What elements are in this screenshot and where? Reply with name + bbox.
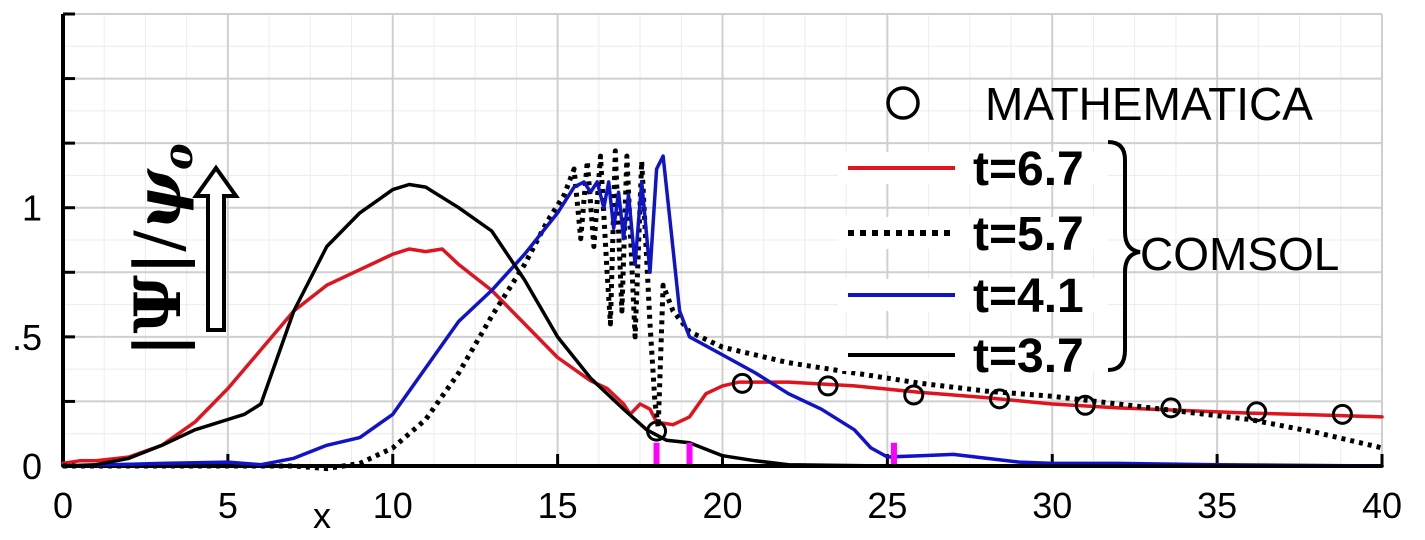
legend-marker-mathematica <box>886 86 920 120</box>
series-line-t-6-7 <box>61 247 1384 466</box>
y-tick-label: 1 <box>22 188 42 229</box>
x-tick-label: 30 <box>1032 485 1072 526</box>
legend-label-mathematica: MATHEMATICA <box>985 78 1313 130</box>
y-label-slash: / <box>122 230 196 252</box>
x-axis-label: x <box>313 495 331 536</box>
legend: MATHEMATICA t=6.7 t=5.7 t=4.1 t=3.7 COMSOL <box>838 78 1339 383</box>
x-tick-label: 15 <box>538 485 578 526</box>
legend-label-t-4-1: t=4.1 <box>973 270 1084 323</box>
series-line-t-5-7 <box>63 148 1383 472</box>
y-label-sub: o <box>155 143 202 170</box>
legend-label-t-5-7: t=5.7 <box>973 208 1084 261</box>
x-tick-label: 0 <box>53 485 73 526</box>
svg-text:|Ψ|/ψo: |Ψ|/ψo <box>121 143 202 357</box>
legend-label-t-3-7: t=3.7 <box>973 330 1084 383</box>
y-tick-label: .5 <box>12 317 42 358</box>
series-line-t-3-7 <box>61 182 1384 468</box>
data-point-mathematica <box>1160 397 1182 419</box>
x-tick-label: 40 <box>1362 485 1402 526</box>
x-tick-label: 20 <box>702 485 742 526</box>
data-point-mathematica <box>1246 401 1268 423</box>
y-label-psi: ψ <box>121 168 196 230</box>
legend-label-t-6-7: t=6.7 <box>973 143 1084 196</box>
data-point-mathematica <box>817 375 839 397</box>
legend-entry-bg <box>838 217 1108 249</box>
data-point-mathematica <box>988 388 1010 410</box>
data-point-mathematica <box>903 384 925 406</box>
series-line-t-4-1 <box>61 154 1384 468</box>
y-tick-label: 0 <box>22 446 42 487</box>
data-point-mathematica <box>731 372 753 394</box>
x-tick-label: 10 <box>373 485 413 526</box>
data-point-mathematica <box>1331 403 1353 425</box>
legend-brace <box>1107 140 1141 372</box>
up-arrow-icon <box>192 164 240 332</box>
legend-group-label: COMSOL <box>1140 228 1339 280</box>
data-point-mathematica <box>646 420 668 442</box>
tick-labels: 0 5 10 15 20 25 30 35 40 0 .5 1 <box>12 188 1402 526</box>
y-axis-label: |Ψ|/ψo <box>121 143 202 357</box>
x-tick-label: 5 <box>218 485 238 526</box>
markers-layer <box>653 442 897 464</box>
series-layer <box>61 148 1384 472</box>
x-tick-label: 25 <box>867 485 907 526</box>
y-label-abs: |Ψ| <box>121 252 196 357</box>
data-point-mathematica <box>1074 394 1096 416</box>
x-tick-label: 35 <box>1197 485 1237 526</box>
